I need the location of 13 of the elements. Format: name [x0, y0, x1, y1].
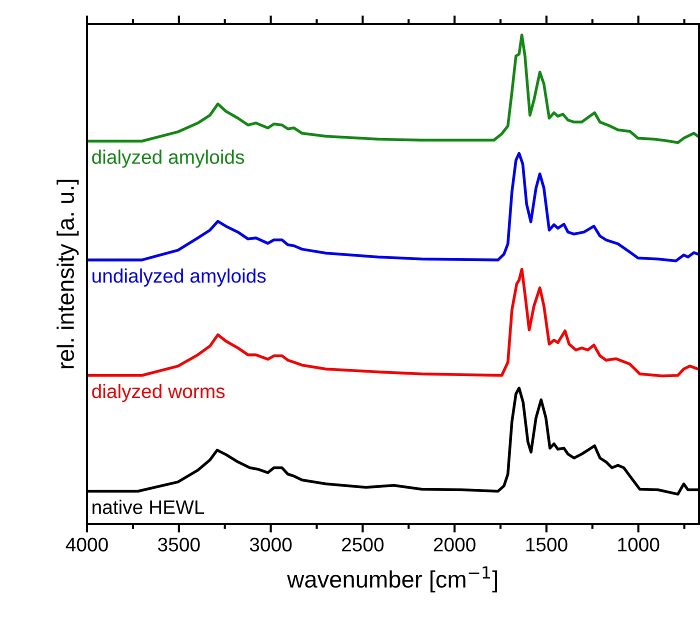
x-tick-label: 1500 — [526, 538, 568, 552]
x-tick-label: 2000 — [434, 538, 476, 552]
x-tick-label: 3500 — [158, 538, 200, 552]
x-tick-label: 2500 — [342, 538, 384, 552]
x-axis-title: wavenumber [cm$^{−1}$] — [287, 566, 497, 592]
series-label: dialyzed amyloids — [92, 150, 244, 168]
series-label: native HEWL — [92, 500, 204, 514]
x-tick-label: 4000 — [66, 538, 108, 552]
y-axis-title: rel. intensity [a. u.] — [56, 180, 79, 368]
series-label: dialyzed worms — [92, 384, 225, 402]
x-tick-label: 1000 — [618, 538, 660, 552]
x-tick-label: 3000 — [250, 538, 292, 552]
series-label: undialyzed amyloids — [92, 268, 266, 287]
